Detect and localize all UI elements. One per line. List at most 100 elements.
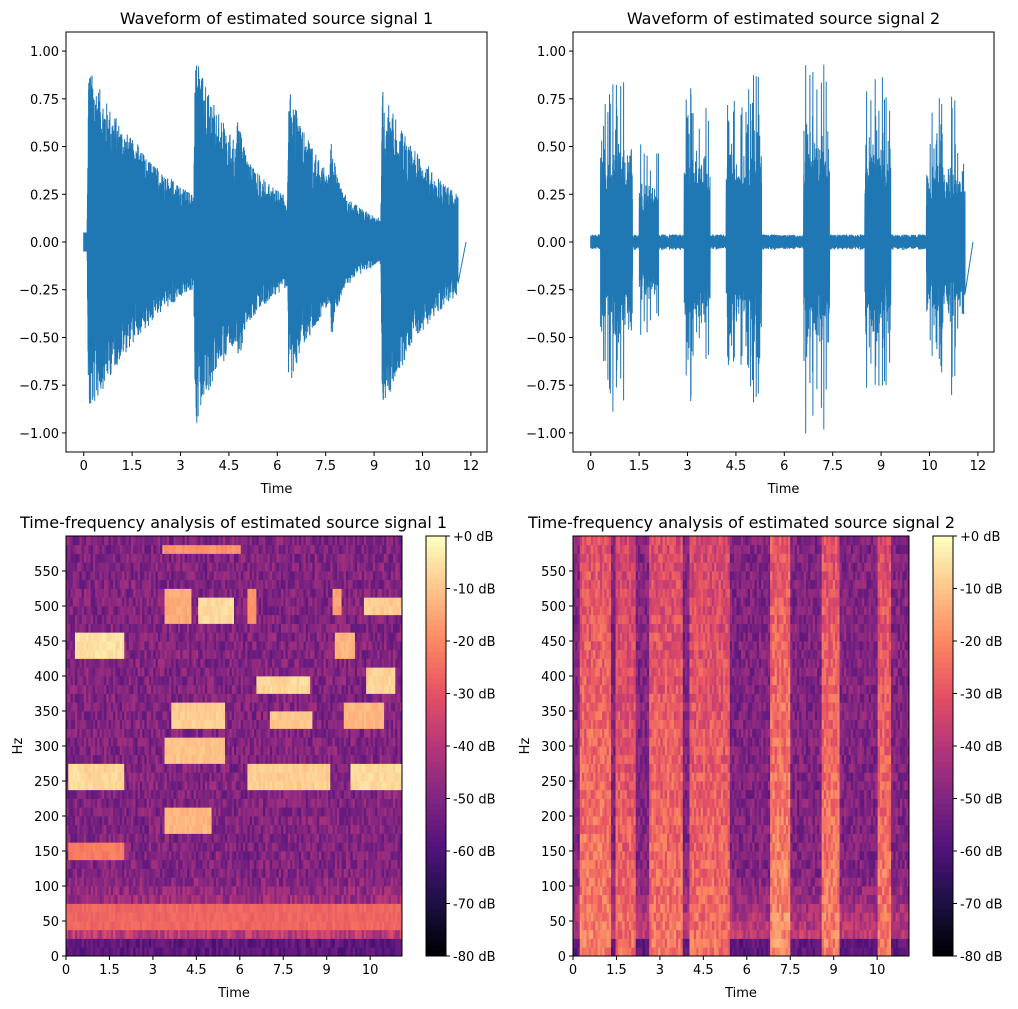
spectrogram-cell (88, 579, 92, 589)
spectrogram-cell (86, 623, 89, 633)
spectrogram-cell (133, 649, 136, 659)
spectrogram-cell (126, 746, 130, 756)
spectrogram-cell (68, 579, 71, 589)
spectrogram-cell (135, 579, 139, 589)
spectrogram-cell (74, 562, 78, 572)
spectrogram-cell (95, 649, 98, 659)
spectrogram-cell (74, 728, 78, 738)
spectrogram-cell (124, 702, 127, 712)
spectrogram-cell (124, 947, 127, 957)
spectrogram-cell (88, 789, 92, 799)
spectrogram-cell (106, 711, 109, 721)
spectrogram-cell (101, 824, 105, 834)
spectrogram-cell (124, 623, 127, 633)
spectrogram-cell (90, 921, 94, 931)
spectrogram-cell (124, 912, 127, 922)
spectrogram-cell (90, 763, 94, 773)
spectrogram-cell (68, 789, 71, 799)
spectrogram-cell (88, 947, 92, 957)
spectrogram-cell (70, 947, 74, 957)
spectrogram-cell (113, 614, 116, 624)
spectrogram-cell (81, 544, 85, 554)
spectrogram-cell (68, 693, 71, 703)
spectrogram-cell (97, 553, 100, 563)
waveform-2-y-tick-label: 0.25 (537, 188, 566, 203)
spectrogram-cell (119, 579, 123, 589)
spectrogram-cell (95, 807, 98, 817)
spectrogram-cell (72, 772, 76, 782)
spectrogram-cell (122, 833, 125, 843)
spectrogram-cell (81, 894, 85, 904)
spectrogram-cell (119, 684, 123, 694)
spectrogram-cell (133, 702, 136, 712)
spectrogram-cell (92, 579, 96, 589)
spectrogram-cell (126, 676, 130, 686)
spectrogram-cell (104, 912, 107, 922)
spectrogram-cell (104, 667, 107, 677)
spectrogram-cell (142, 842, 145, 852)
spectrogram-cell (110, 719, 114, 729)
spectrogram-cell (95, 833, 98, 843)
spectrogram-cell (83, 728, 87, 738)
spectrogram-cell (72, 623, 76, 633)
spectrogram-cell (104, 746, 107, 756)
spectrogram-cell (74, 772, 78, 782)
spectrogram-cell (130, 623, 134, 633)
spectrogram-cell (66, 798, 69, 808)
spectrogram-cell (122, 728, 125, 738)
spectrogram-cell (72, 536, 76, 546)
spectrogram-cell (90, 737, 94, 747)
spectrogram-cell (101, 693, 105, 703)
spectrogram-cell (83, 833, 87, 843)
spectrogram-cell (139, 719, 143, 729)
spectrogram-cell (66, 903, 69, 913)
spectrogram-cell (135, 649, 139, 659)
spectrogram-cell (68, 772, 71, 782)
spectrogram-cell (104, 859, 107, 869)
spectrogram-cell (97, 929, 100, 939)
spectrogram-cell (130, 763, 134, 773)
spectrogram-cell (83, 553, 87, 563)
spectrogram-cell (97, 833, 100, 843)
spectrogram-cell (79, 763, 83, 773)
spectrogram-cell (66, 728, 69, 738)
spectrogram-cell (108, 728, 112, 738)
spectrogram-cell (101, 641, 105, 651)
spectrogram-cell (81, 728, 85, 738)
spectrogram-cell (104, 728, 107, 738)
spectrogram-cell (126, 851, 130, 861)
spectrogram-cell (139, 658, 143, 668)
spectrogram-cell (122, 816, 125, 826)
spectrogram-cell (99, 894, 103, 904)
spectrogram-cell (70, 684, 74, 694)
spectrogram-cell (79, 816, 83, 826)
spectrogram-cell (128, 816, 132, 826)
spectrogram-cell (126, 947, 130, 957)
spectrogram-cell (108, 859, 112, 869)
spectrogram-cell (124, 772, 127, 782)
spectrogram-cell (115, 746, 118, 756)
spectrogram-cell (133, 597, 136, 607)
spectrogram-cell (115, 649, 118, 659)
spectrogram-cell (99, 807, 103, 817)
spectrogram-cell (142, 903, 145, 913)
spectrogram-cell (113, 877, 116, 887)
spectrogram-cell (66, 912, 69, 922)
spectrogram-cell (97, 658, 100, 668)
spectrogram-cell (119, 816, 123, 826)
spectrogram-cell (101, 676, 105, 686)
spectrogram-cell (126, 658, 130, 668)
spectrogram-cell (139, 746, 143, 756)
spectrogram-cell (133, 737, 136, 747)
spectrogram-cell (104, 947, 107, 957)
spectrogram-cell (137, 544, 141, 554)
spectrogram-cell (77, 614, 80, 624)
spectrogram-cell (74, 807, 78, 817)
spectrogram-cell (77, 938, 80, 948)
spectrogram-cell (90, 833, 94, 843)
spectrogram-cell (128, 938, 132, 948)
spectrogram-cell (119, 903, 123, 913)
spectrogram-cell (95, 868, 98, 878)
spectrogram-cell (77, 632, 80, 642)
spectrogram-cell (135, 693, 139, 703)
